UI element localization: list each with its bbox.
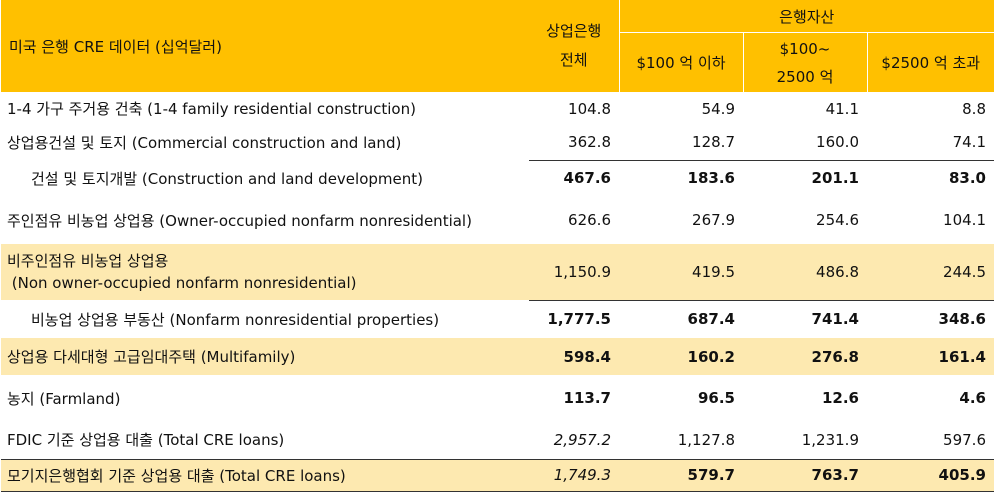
header-col-large: $2500 억 초과 — [866, 32, 994, 92]
table-row: FDIC 기준 상업용 대출 (Total CRE loans) 2,957.2… — [7, 430, 986, 450]
table-row: 농지 (Farmland) 113.7 96.5 12.6 4.6 — [7, 389, 986, 408]
table-row-subtotal: 비농업 상업용 부동산 (Nonfarm nonresidential prop… — [1, 299, 994, 338]
table-row-subtotal: 건설 및 토지개발 (Construction and land develop… — [1, 159, 994, 196]
table-row: 상업용건설 및 토지 (Commercial construction and … — [7, 133, 986, 152]
table-row-highlight: 상업용 다세대형 고급임대주택 (Multifamily) 598.4 160.… — [1, 338, 994, 375]
table-row-highlight: 모기지은행협회 기준 상업용 대출 (Total CRE loans) 1,74… — [1, 459, 994, 492]
table-row-highlight: 비주인점유 비농업 상업용 (Non owner-occupied nonfar… — [1, 244, 994, 300]
header-col-mid: $100~ 2500 억 — [742, 32, 867, 92]
header-col-small: $100 억 이하 — [618, 32, 743, 92]
header-asset-group: 은행자산 — [618, 0, 994, 33]
header-total: 상업은행 전체 — [529, 0, 619, 92]
table-row: 1-4 가구 주거용 건축 (1-4 family residential co… — [7, 99, 986, 119]
table-row: 주인점유 비농업 상업용 (Owner-occupied nonfarm non… — [7, 211, 986, 230]
header-total-line1: 상업은행 — [546, 22, 602, 40]
table-title: 미국 은행 CRE 데이터 (십억달러) — [1, 0, 529, 92]
header-total-line2: 전체 — [559, 51, 588, 69]
